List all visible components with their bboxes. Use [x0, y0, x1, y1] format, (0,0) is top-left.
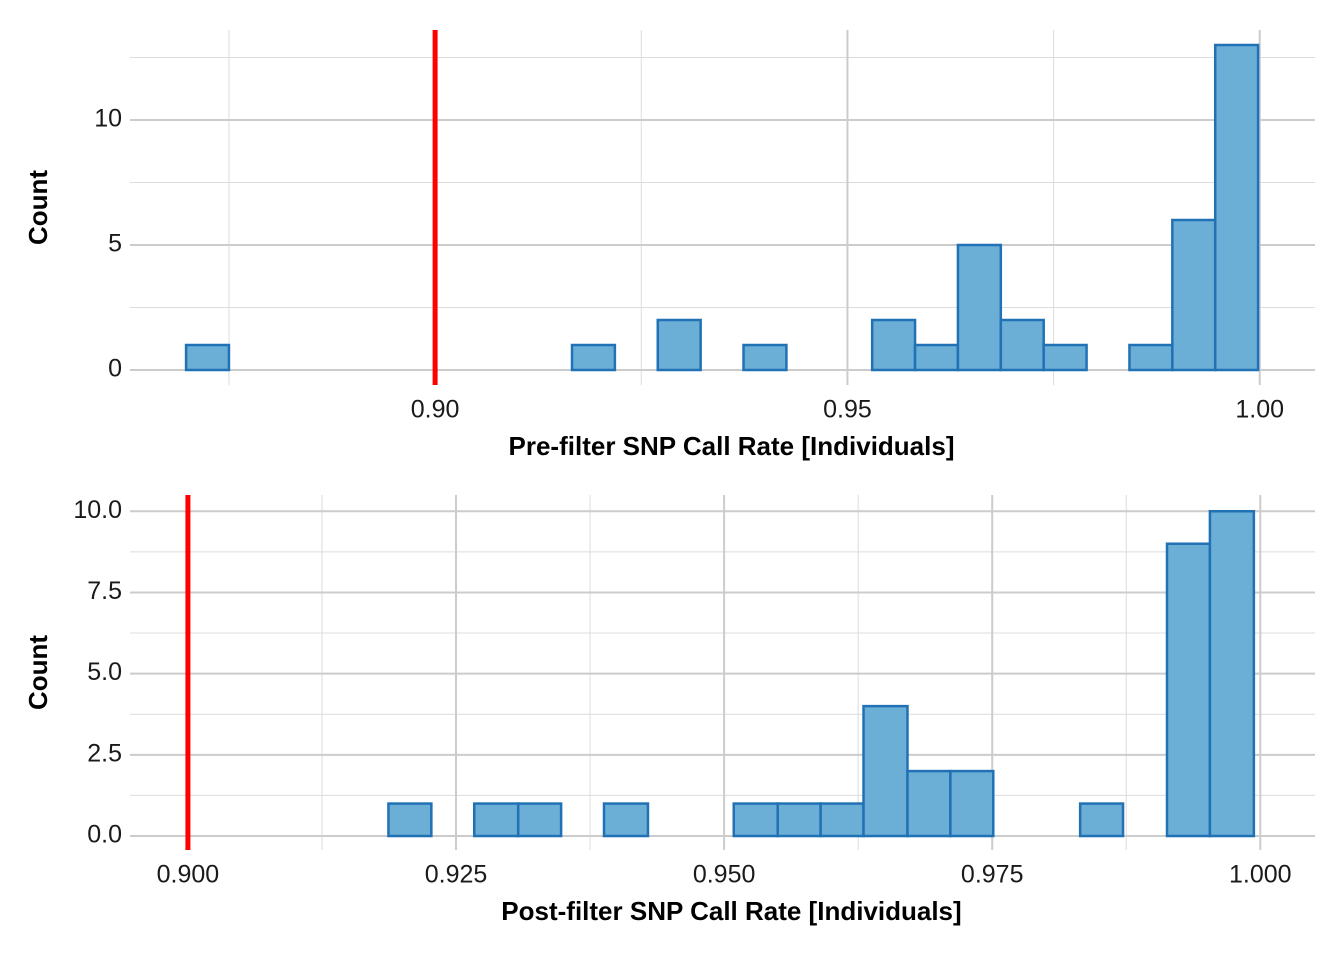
bar: [956, 243, 1003, 372]
bar: [1208, 509, 1256, 838]
bar: [862, 704, 909, 838]
bar: [870, 318, 917, 372]
bar: [184, 343, 231, 372]
y-tick-label: 7.5: [87, 577, 122, 605]
x-axis-title: Post-filter SNP Call Rate [Individuals]: [501, 896, 961, 926]
x-tick-label: 0.900: [157, 861, 220, 889]
bar: [732, 802, 779, 838]
bar: [516, 802, 563, 838]
x-tick-label: 0.975: [961, 861, 1024, 889]
bar: [819, 802, 865, 838]
bar: [656, 318, 702, 372]
y-tick-label: 2.5: [87, 739, 122, 767]
y-tick-label: 10.0: [73, 496, 122, 524]
y-tick-label: 10: [94, 105, 122, 133]
bar: [472, 802, 520, 838]
bar: [387, 802, 433, 838]
bar: [1042, 343, 1088, 372]
bar: [1165, 542, 1212, 838]
bar: [1171, 218, 1217, 372]
x-tick-label: 1.000: [1229, 861, 1292, 889]
x-tick-label: 0.950: [693, 861, 756, 889]
bar: [742, 343, 788, 372]
bar: [949, 769, 995, 838]
bar: [999, 318, 1045, 372]
y-axis-title: Count: [23, 635, 53, 710]
bar: [906, 769, 952, 838]
y-tick-label: 0: [108, 355, 122, 383]
x-axis-title: Pre-filter SNP Call Rate [Individuals]: [509, 431, 955, 461]
y-tick-label: 0.0: [87, 821, 122, 849]
x-tick-label: 1.00: [1235, 396, 1284, 424]
bar: [570, 343, 617, 372]
x-tick-label: 0.90: [411, 396, 460, 424]
bar: [913, 343, 960, 372]
y-axis-title: Count: [23, 170, 53, 245]
x-tick-label: 0.95: [823, 396, 872, 424]
bar: [1213, 43, 1260, 372]
bar: [776, 802, 822, 838]
bar: [602, 802, 650, 838]
bar: [1128, 343, 1174, 372]
y-tick-label: 5: [108, 230, 122, 258]
y-tick-label: 5.0: [87, 658, 122, 686]
x-tick-label: 0.925: [425, 861, 488, 889]
bar: [1078, 802, 1125, 838]
